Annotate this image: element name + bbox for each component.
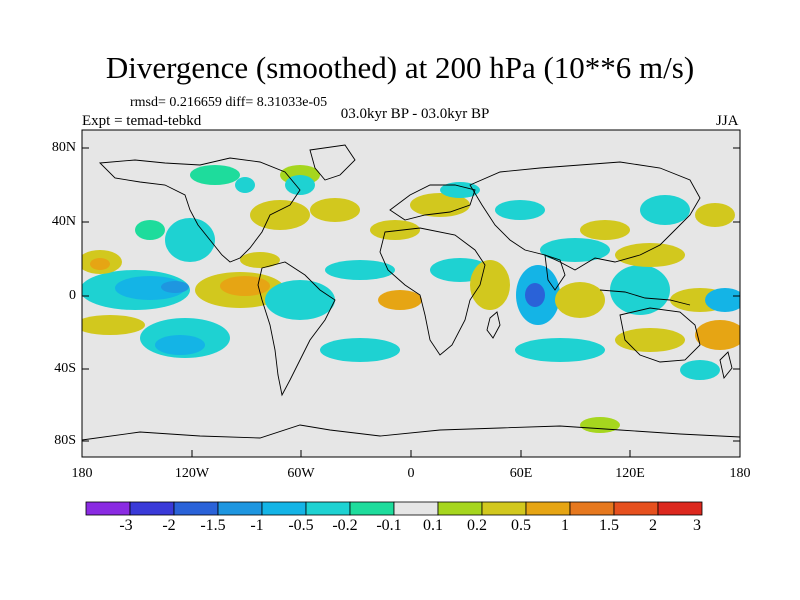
stats-text: rmsd= 0.216659 diff= 8.31033e-05 (130, 95, 328, 110)
field-patch (540, 238, 610, 262)
season-label: JJA (716, 113, 739, 129)
colorbar-swatch (261, 501, 307, 516)
field-patch (310, 198, 360, 222)
field-patch (161, 281, 189, 293)
lon-tick-marks (81, 450, 741, 457)
field-patch (320, 338, 400, 362)
colorbar-swatch (481, 501, 527, 516)
field-patch (695, 203, 735, 227)
colorbar-swatch (349, 501, 395, 516)
field-patch (495, 200, 545, 220)
coast-asia (469, 161, 701, 271)
colorbar-label: 2 (649, 517, 657, 534)
lon-tick-label: 60E (509, 466, 533, 481)
colorbar-swatch (217, 501, 263, 516)
coast-antarctica (81, 424, 741, 441)
colorbar-swatch (129, 501, 175, 516)
coast-north-america (98, 157, 301, 263)
colorbar-swatch (525, 501, 571, 516)
field-patch (250, 200, 310, 230)
field-patch (440, 182, 480, 198)
coast-australia (619, 307, 701, 363)
experiment-label: Expt = temad-tebkd (82, 113, 202, 129)
field-patch (615, 328, 685, 352)
field-patch (235, 177, 255, 193)
field-patch (525, 283, 545, 307)
field-patch (580, 220, 630, 240)
colorbar-swatch (437, 501, 483, 516)
colorbar-label: -0.1 (376, 517, 402, 534)
coast-new-zealand (719, 351, 733, 380)
coast-india (544, 254, 566, 291)
lon-tick-label: 60W (287, 466, 315, 481)
colorbar (85, 501, 703, 516)
coast-europe (389, 184, 476, 221)
field-patch (555, 282, 605, 318)
colorbar-swatch (613, 501, 659, 516)
field-patch (640, 195, 690, 225)
field-patch (470, 260, 510, 310)
lat-tick-marks (82, 147, 740, 442)
colorbar-label: 0.2 (467, 517, 487, 534)
lon-tick-label: 120E (615, 466, 645, 481)
field-patch (265, 280, 335, 320)
lat-tick-label: 0 (69, 288, 76, 303)
period-subtitle: 03.0kyr BP - 03.0kyr BP (340, 106, 490, 122)
colorbar-swatch (305, 501, 351, 516)
colorbar-swatch (569, 501, 615, 516)
colorbar-label: 3 (693, 517, 701, 534)
field-patch (378, 290, 422, 310)
coast-madagascar (486, 311, 501, 339)
colorbar-swatch (393, 501, 439, 516)
field-patch (135, 220, 165, 240)
field-patch (285, 175, 315, 195)
field-patch (90, 258, 110, 270)
field-patch (695, 320, 740, 350)
coast-south-america (257, 261, 336, 397)
field-patch (705, 288, 740, 312)
colorbar-label: 0.5 (511, 517, 531, 534)
field-patch (580, 417, 620, 433)
colorbar-label: -3 (119, 517, 133, 534)
field-patch (680, 360, 720, 380)
colorbar-label: -1 (250, 517, 264, 534)
colorbar-label: 1.5 (599, 517, 619, 534)
lat-tick-label: 80N (51, 140, 76, 155)
coast-indonesia (599, 289, 691, 306)
colorbar-label: -1.5 (200, 517, 226, 534)
lon-tick-label: 120W (174, 466, 210, 481)
lat-tick-label: 40N (51, 214, 76, 229)
colorbar-swatch (657, 501, 703, 516)
coast-africa (379, 227, 486, 356)
colorbar-swatch (85, 501, 131, 516)
field-patch (240, 252, 280, 268)
colorbar-label: -2 (162, 517, 176, 534)
lat-tick-label: 80S (54, 433, 76, 448)
lon-tick-label: 180 (729, 466, 751, 481)
lon-tick-label: 180 (71, 466, 93, 481)
field-patch (410, 193, 470, 217)
field-patch (155, 335, 205, 355)
field-patch (610, 265, 670, 315)
colorbar-label: -0.5 (288, 517, 314, 534)
field-patch (165, 218, 215, 262)
field-patch (515, 338, 605, 362)
coastlines (81, 144, 741, 441)
lon-tick-label: 0 (407, 466, 415, 481)
colorbar-label: 1 (561, 517, 569, 534)
field-patch (220, 276, 270, 296)
field-patch (325, 260, 395, 280)
lat-tick-label: 40S (54, 361, 76, 376)
field-patch (82, 315, 145, 335)
map-title: Divergence (smoothed) at 200 hPa (10**6 … (105, 50, 695, 85)
colorbar-swatch (173, 501, 219, 516)
colorbar-label: -0.2 (332, 517, 358, 534)
colorbar-label: 0.1 (423, 517, 443, 534)
field-patch (615, 243, 685, 267)
field-patch (190, 165, 240, 185)
field-patch (370, 220, 420, 240)
coast-greenland (309, 144, 356, 181)
divergence-field (82, 165, 740, 433)
